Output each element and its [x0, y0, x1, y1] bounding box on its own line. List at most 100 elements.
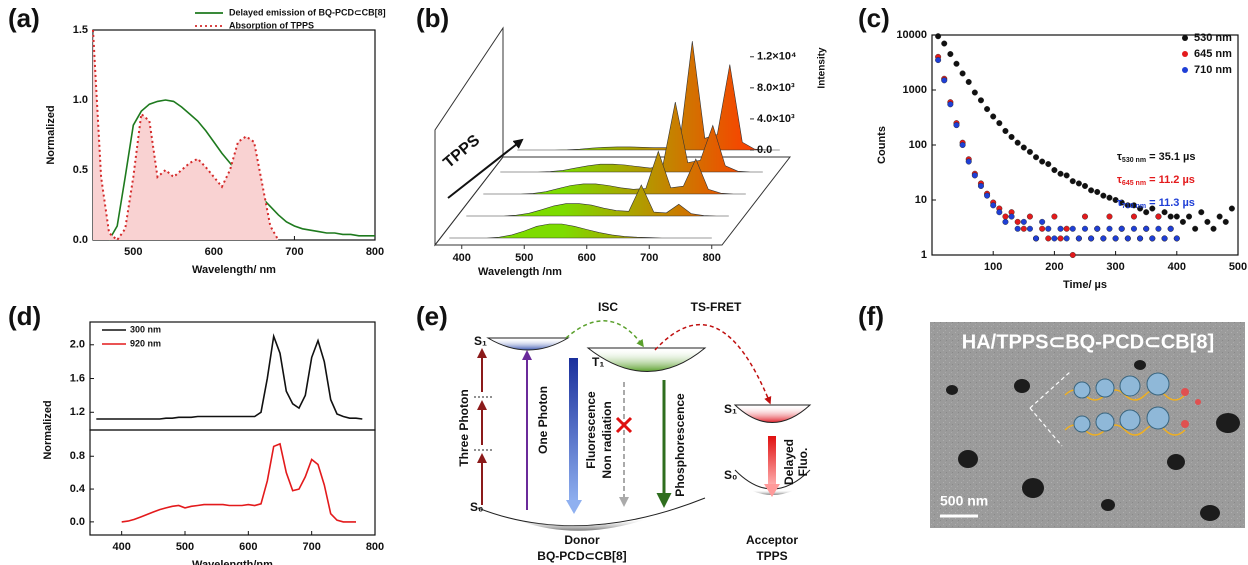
point — [996, 120, 1003, 127]
y-tick-label: 1000 — [903, 84, 927, 96]
point — [1130, 213, 1137, 220]
x-tick-label: 800 — [703, 252, 721, 264]
level-label: T₁ — [592, 355, 604, 369]
legend-label: Delayed emission of BQ-PCD⊂CB[8] — [229, 7, 386, 17]
point — [984, 106, 991, 113]
y-axis-label: Normalized — [42, 400, 54, 459]
point — [1192, 225, 1199, 232]
x-tick-label: 700 — [640, 252, 658, 264]
legend-label: 300 nm — [130, 324, 161, 334]
z-axis-label: Intensity — [817, 47, 828, 89]
point — [1033, 154, 1040, 161]
point — [1002, 213, 1009, 220]
point — [935, 57, 942, 64]
point — [1130, 202, 1137, 209]
point — [990, 113, 997, 120]
y-axis-label: Normalized — [45, 105, 57, 164]
y-tick-label: 0.8 — [70, 450, 85, 462]
z-tick-label: 8.0×10³ — [757, 82, 795, 94]
point — [1020, 218, 1027, 225]
y-tick-label: 0.0 — [73, 234, 88, 246]
point — [1057, 235, 1064, 242]
point — [1130, 225, 1137, 232]
point — [1155, 213, 1162, 220]
point — [971, 172, 978, 179]
legend-label: 645 nm — [1194, 48, 1232, 60]
x-tick-label: 500 — [176, 541, 194, 553]
legend-label: 920 nm — [130, 338, 161, 348]
transition-label: One Photon — [536, 386, 550, 454]
point — [1124, 202, 1131, 209]
point — [1143, 225, 1150, 232]
point — [977, 97, 984, 104]
y-tick-label: 100 — [909, 139, 927, 151]
point — [1026, 148, 1033, 155]
point — [1198, 209, 1205, 216]
x-tick-label: 800 — [366, 541, 384, 553]
transition-label: Non radiation — [600, 401, 614, 478]
isc-label: ISC — [598, 300, 618, 314]
point — [1081, 182, 1088, 189]
transition-label: Phosphorescence — [673, 393, 687, 497]
area — [93, 30, 279, 240]
level-label: S₀ — [470, 500, 483, 514]
point — [947, 101, 954, 108]
point — [1106, 194, 1113, 201]
z-tick-label: 1.2×10⁴ — [757, 51, 796, 63]
point — [1094, 225, 1101, 232]
panel-label: (e) — [416, 301, 448, 331]
x-axis-label: Wavelength /nm — [478, 266, 562, 278]
point — [1161, 209, 1168, 216]
y-tick-label: 10000 — [896, 29, 927, 41]
energy-diagram: ISC TS-FRET S₁ T₁ S₀ S₁ S₀ Three Photon … — [457, 300, 812, 563]
level-label: S₁ — [724, 402, 737, 416]
waterfall-frame — [433, 26, 792, 247]
point — [1081, 225, 1088, 232]
x-axis-label: Time/ µs — [1063, 279, 1107, 291]
y-tick-label: 0.0 — [70, 516, 85, 528]
point — [1020, 225, 1027, 232]
point — [1008, 133, 1015, 140]
point — [1057, 170, 1064, 177]
level-label: S₀ — [724, 468, 737, 482]
panel-label: (f) — [858, 301, 884, 331]
point — [1106, 213, 1113, 220]
point — [1124, 235, 1131, 242]
legend-swatch — [1182, 51, 1188, 57]
spectrum — [483, 150, 746, 195]
x-tick-label: 300 — [1106, 261, 1124, 273]
z-tick-label: 4.0×10³ — [757, 113, 795, 125]
point — [1228, 205, 1235, 212]
point — [1033, 235, 1040, 242]
point — [1179, 218, 1186, 225]
y-tick-label: 1.6 — [70, 372, 85, 384]
point — [1186, 213, 1193, 220]
point — [1118, 225, 1125, 232]
x-tick-label: 100 — [984, 261, 1002, 273]
point — [1118, 199, 1125, 206]
point — [1167, 225, 1174, 232]
x-tick-label: 400 — [453, 252, 471, 264]
point — [959, 70, 966, 77]
line — [121, 442, 356, 523]
x-tick-label: 600 — [205, 246, 223, 258]
x-tick-label: 800 — [366, 246, 384, 258]
y-tick-label: 0.5 — [73, 164, 88, 176]
x-tick-label: 400 — [112, 541, 130, 553]
point — [1051, 213, 1058, 220]
transition-label: Fluo. — [796, 448, 810, 477]
annotation-text: = 11.2 µs — [1146, 174, 1195, 186]
annotation-subscript: 530 nm — [1122, 157, 1146, 164]
spectrum — [517, 41, 780, 151]
point — [1014, 218, 1021, 225]
annotation-symbol: τ — [1117, 174, 1122, 186]
x-tick-label: 200 — [1045, 261, 1063, 273]
point — [1063, 225, 1070, 232]
line — [96, 333, 363, 420]
point — [1088, 187, 1095, 194]
y-tick-label: 1.5 — [73, 24, 88, 36]
micrograph: HA/TPPS⊂BQ-PCD⊂CB[8] 500 nm — [930, 322, 1245, 528]
point — [941, 77, 948, 84]
x-tick-label: 600 — [578, 252, 596, 264]
point — [1008, 213, 1015, 220]
